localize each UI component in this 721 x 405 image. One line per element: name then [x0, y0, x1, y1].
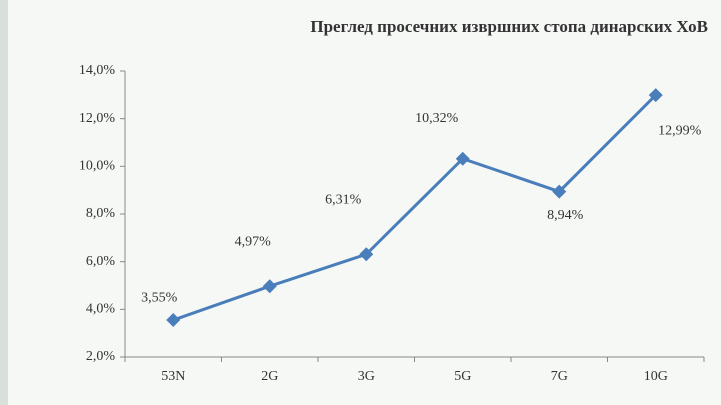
x-tick-label: 2G — [261, 369, 278, 384]
y-tick-label: 14,0% — [79, 63, 116, 78]
data-label: 10,32% — [415, 111, 459, 126]
data-label: 8,94% — [547, 208, 584, 223]
y-tick-label: 12,0% — [79, 111, 116, 126]
chart-title: Преглед просечних извршних стопа динарск… — [310, 17, 708, 36]
y-tick-label: 8,0% — [86, 206, 116, 221]
x-tick-label: 53N — [161, 369, 185, 384]
data-label: 3,55% — [141, 290, 178, 305]
y-tick-label: 2,0% — [86, 349, 116, 364]
marker — [552, 184, 567, 199]
x-tick-label: 5G — [454, 369, 471, 384]
y-tick-label: 6,0% — [86, 254, 116, 269]
data-label: 4,97% — [235, 234, 272, 249]
marker — [648, 88, 663, 103]
marker — [166, 313, 181, 328]
data-label: 12,99% — [658, 123, 702, 138]
line — [172, 94, 657, 322]
left-strip — [0, 0, 8, 405]
marker — [359, 247, 374, 262]
marker — [262, 279, 277, 294]
y-tick-label: 10,0% — [79, 159, 116, 174]
data-label: 6,31% — [325, 192, 362, 207]
y-tick-label: 4,0% — [86, 302, 116, 317]
marker — [455, 151, 470, 166]
x-tick-label: 3G — [358, 369, 375, 384]
x-tick-label: 7G — [551, 369, 568, 384]
x-tick-label: 10G — [644, 369, 668, 384]
